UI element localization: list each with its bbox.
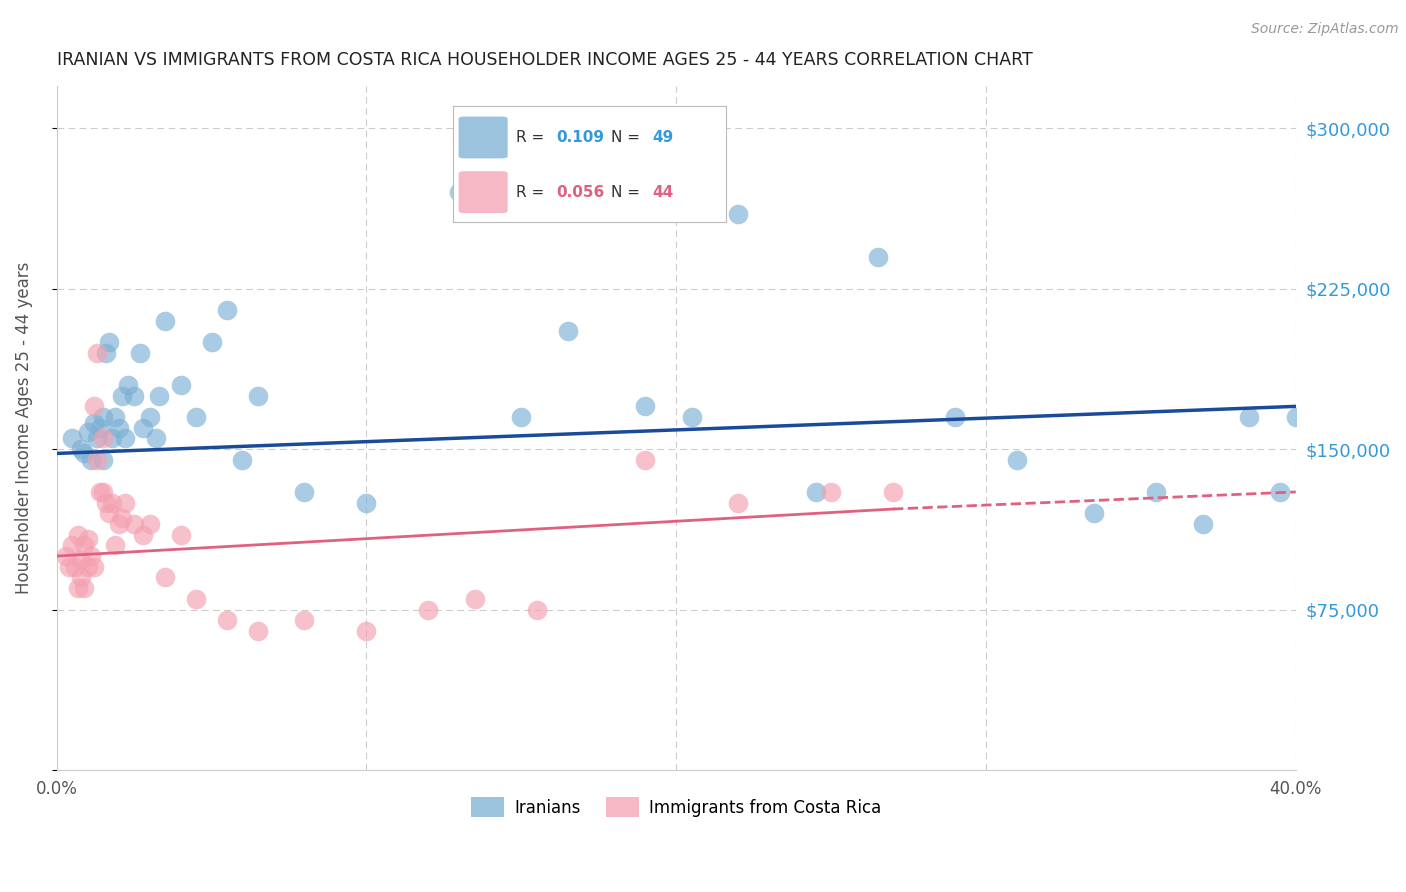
Point [557, 325, 579, 339]
Point [73, 581, 96, 595]
Point [70, 442, 93, 457]
Point [70, 570, 93, 584]
Point [294, 484, 316, 499]
Point [246, 389, 269, 403]
Point [98, 335, 121, 350]
Point [86, 346, 108, 360]
Point [117, 378, 139, 392]
Point [80, 549, 103, 563]
Point [866, 250, 889, 264]
Text: Source: ZipAtlas.com: Source: ZipAtlas.com [1251, 22, 1399, 37]
Point [86, 432, 108, 446]
Point [129, 346, 152, 360]
Point [138, 516, 160, 531]
Point [153, 314, 176, 328]
Point [122, 389, 145, 403]
Point [356, 624, 378, 638]
Point [83, 417, 105, 431]
Point [89, 484, 111, 499]
Point [169, 527, 191, 541]
Point [60, 538, 83, 552]
Point [215, 613, 238, 627]
Point [943, 410, 966, 425]
Point [83, 559, 105, 574]
Point [70, 553, 93, 567]
Point [184, 591, 207, 606]
Point [60, 432, 83, 446]
Point [634, 400, 657, 414]
Point [67, 527, 90, 541]
Legend: Iranians, Immigrants from Costa Rica: Iranians, Immigrants from Costa Rica [464, 790, 889, 823]
Point [1005, 453, 1028, 467]
Point [107, 421, 129, 435]
Point [153, 570, 176, 584]
Point [449, 186, 471, 200]
Point [510, 410, 533, 425]
Point [63, 559, 86, 574]
Point [104, 538, 127, 552]
Point [111, 389, 134, 403]
Point [104, 410, 127, 425]
Point [91, 453, 114, 467]
Point [148, 389, 170, 403]
Point [107, 516, 129, 531]
Point [122, 516, 145, 531]
Point [73, 446, 96, 460]
Point [882, 484, 904, 499]
Point [114, 432, 136, 446]
Point [294, 613, 316, 627]
Point [73, 538, 96, 552]
Point [464, 591, 486, 606]
Point [91, 484, 114, 499]
Point [76, 532, 98, 546]
Point [804, 484, 827, 499]
Point [91, 410, 114, 425]
Point [1083, 506, 1105, 520]
Point [111, 510, 134, 524]
Point [76, 425, 98, 439]
Point [55, 549, 77, 563]
Point [114, 495, 136, 509]
Point [101, 432, 124, 446]
Point [96, 346, 118, 360]
Point [1239, 410, 1261, 425]
Point [418, 602, 440, 616]
Point [200, 335, 222, 350]
Point [1270, 484, 1292, 499]
Point [91, 432, 114, 446]
Point [132, 527, 155, 541]
Point [132, 421, 155, 435]
Point [681, 410, 703, 425]
Point [727, 207, 749, 221]
Point [89, 421, 111, 435]
Point [98, 506, 121, 520]
Point [76, 559, 98, 574]
Point [96, 495, 118, 509]
Point [58, 559, 80, 574]
Y-axis label: Householder Income Ages 25 - 44 years: Householder Income Ages 25 - 44 years [15, 261, 32, 594]
Point [1144, 484, 1167, 499]
Point [215, 303, 238, 318]
Point [83, 400, 105, 414]
Point [145, 432, 167, 446]
Point [80, 453, 103, 467]
Point [101, 495, 124, 509]
Point [231, 453, 253, 467]
Point [184, 410, 207, 425]
Point [1192, 516, 1215, 531]
Point [356, 495, 378, 509]
Point [67, 581, 90, 595]
Point [634, 453, 657, 467]
Text: IRANIAN VS IMMIGRANTS FROM COSTA RICA HOUSEHOLDER INCOME AGES 25 - 44 YEARS CORR: IRANIAN VS IMMIGRANTS FROM COSTA RICA HO… [56, 51, 1032, 69]
Point [86, 453, 108, 467]
Point [727, 495, 749, 509]
Point [1285, 410, 1308, 425]
Point [138, 410, 160, 425]
Point [169, 378, 191, 392]
Point [246, 624, 269, 638]
Point [820, 484, 842, 499]
Point [526, 602, 548, 616]
